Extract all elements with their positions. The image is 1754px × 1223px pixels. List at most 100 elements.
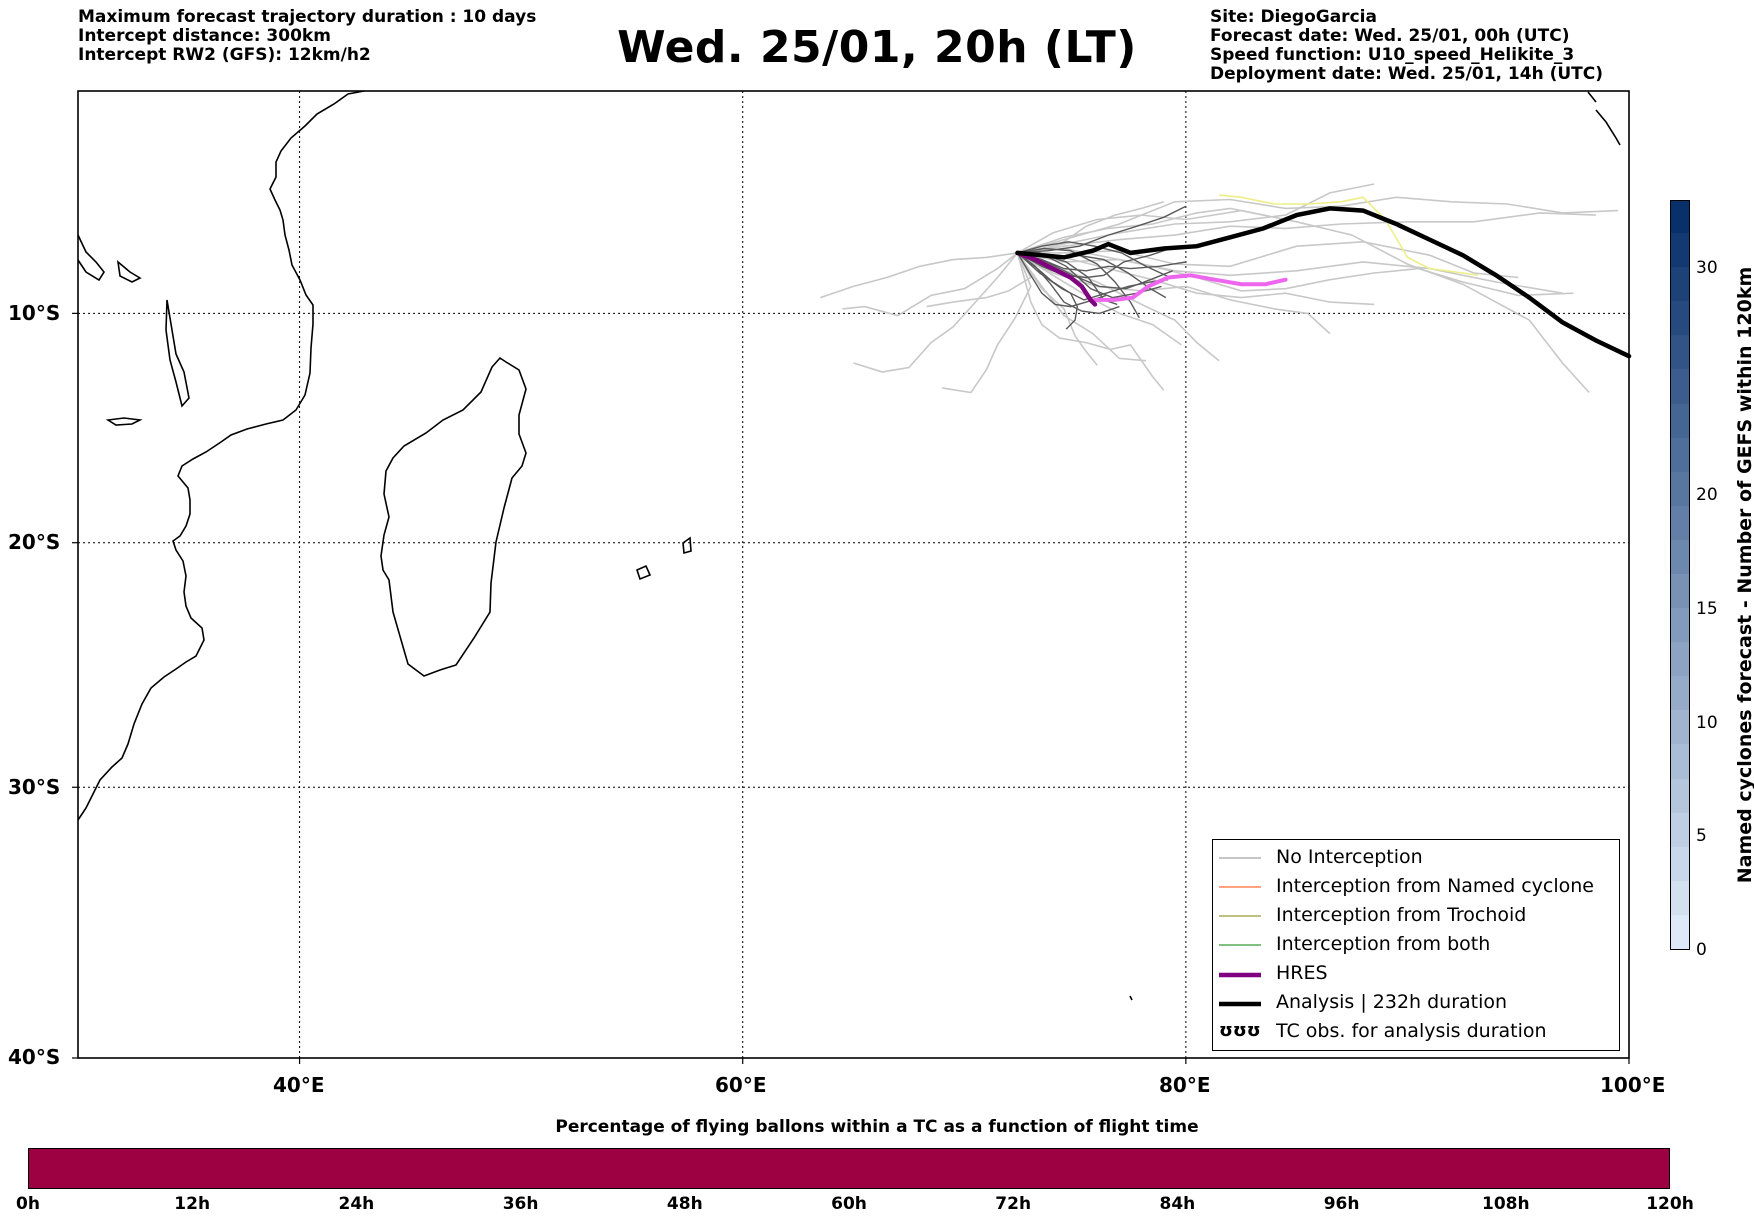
colorbar-band <box>1671 641 1689 677</box>
header-line-site: Site: DiegoGarcia <box>1210 7 1377 27</box>
gefs-track <box>1017 245 1178 279</box>
gefs-tracks-light <box>820 183 1618 394</box>
colorbar-band <box>1671 232 1689 268</box>
coast-africa <box>77 90 365 821</box>
colorbar-band <box>1671 504 1689 540</box>
legend-swatch <box>1219 915 1261 917</box>
legend-label: Interception from Named cyclone <box>1276 875 1594 897</box>
flight-time-tick-label: 84h <box>1159 1194 1196 1214</box>
legend-item-analysis: Analysis | 232h duration <box>1213 989 1619 1015</box>
coast-india-tip <box>1587 91 1597 103</box>
colorbar-band <box>1671 607 1689 643</box>
colorbar-band <box>1671 402 1689 438</box>
legend-item-named-cyclone: Interception from Named cyclone <box>1213 873 1619 899</box>
coast-arabia <box>77 234 105 282</box>
legend-swatch <box>1219 857 1261 859</box>
coast-madagascar <box>380 356 527 677</box>
gefs-track <box>853 252 1019 373</box>
flight-time-tick-label: 24h <box>338 1194 375 1214</box>
gefs-track <box>1016 252 1165 391</box>
lon-label-80e: 80°E <box>1159 1073 1211 1097</box>
colorbar-band <box>1671 845 1689 881</box>
legend-item-tc-obs: ʊʊʊ TC obs. for analysis duration <box>1213 1018 1619 1044</box>
colorbar-band <box>1671 436 1689 472</box>
progress-bar-title: Percentage of flying ballons within a TC… <box>555 1117 1199 1137</box>
gefs-track <box>1017 252 1173 290</box>
lon-label-100e: 100°E <box>1600 1073 1666 1097</box>
coast-horn <box>116 260 142 283</box>
colorbar-tick-label: 5 <box>1696 826 1707 847</box>
colorbar-band <box>1671 300 1689 336</box>
legend-label: Interception from Trochoid <box>1276 904 1527 926</box>
colorbar-band <box>1671 368 1689 404</box>
lon-label-60e: 60°E <box>715 1073 767 1097</box>
colorbar-band <box>1671 879 1689 915</box>
gefs-track <box>1017 207 1264 254</box>
gefs-track <box>1017 212 1596 254</box>
flight-time-tick-label: 36h <box>502 1194 539 1214</box>
colorbar-band <box>1671 913 1689 949</box>
flight-time-tick-label: 108h <box>1482 1194 1530 1214</box>
legend-label: No Interception <box>1276 846 1423 868</box>
colorbar-band <box>1671 811 1689 847</box>
header-line-deployment: Deployment date: Wed. 25/01, 14h (UTC) <box>1210 64 1604 84</box>
legend-label: HRES <box>1276 962 1328 984</box>
legend-swatch <box>1219 1001 1261 1007</box>
analysis-track <box>1015 206 1632 359</box>
gefs-track <box>1017 252 1375 306</box>
axis-ticks <box>72 312 1630 1064</box>
colorbar-tick-label: 10 <box>1696 712 1718 733</box>
gefs-track <box>1017 196 1618 254</box>
gefs-track <box>1016 252 1147 362</box>
colorbar-band <box>1671 675 1689 711</box>
header-line-intercept: Intercept RW2 (GFS): 12km/h2 <box>78 45 371 65</box>
lat-label-10s: 10°S <box>8 301 61 325</box>
legend-swatch <box>1219 886 1261 888</box>
colorbar-tick-label: 30 <box>1696 258 1718 279</box>
colorbar-tick-label: 20 <box>1696 485 1718 506</box>
yellow-track <box>1219 194 1479 277</box>
header-line-speed: Speed function: U10_speed_Helikite_3 <box>1210 45 1575 65</box>
gefs-track <box>1016 252 1107 308</box>
map-title: Wed. 25/01, 20h (LT) <box>617 22 1137 73</box>
hres-extended-track <box>1093 273 1288 302</box>
gefs-track <box>1016 252 1098 366</box>
gefs-track <box>926 252 1032 308</box>
legend-label: Analysis | 232h duration <box>1276 991 1508 1013</box>
colorbar-band <box>1671 334 1689 370</box>
colorbar-band <box>1671 777 1689 813</box>
flight-time-tick-label: 48h <box>666 1194 703 1214</box>
legend-swatch <box>1219 972 1261 978</box>
island-small-b <box>1129 995 1133 1001</box>
colorbar-band <box>1671 743 1689 779</box>
gefs-track <box>1017 247 1574 297</box>
legend-label: Interception from both <box>1276 933 1491 955</box>
island-reunion <box>636 564 652 581</box>
colorbar-band <box>1671 201 1689 234</box>
legend-item-both: Interception from both <box>1213 931 1619 957</box>
header-line-distance: Intercept distance: 300km <box>78 26 331 46</box>
lat-label-20s: 20°S <box>8 530 61 554</box>
gefs-track <box>1017 252 1120 315</box>
flight-time-tick-label: 60h <box>831 1194 867 1214</box>
flight-time-tick-label: 12h <box>174 1194 211 1214</box>
gefs-track <box>1017 209 1590 394</box>
legend-item-trochoid: Interception from Trochoid <box>1213 902 1619 928</box>
lat-label-40s: 40°S <box>8 1045 61 1069</box>
flight-time-tick-label: 72h <box>995 1194 1032 1214</box>
colorbar-band <box>1671 573 1689 609</box>
gefs-track <box>941 252 1032 394</box>
flight-time-bar <box>28 1148 1670 1189</box>
legend-item-hres: HRES <box>1213 960 1619 986</box>
gefs-track <box>842 252 1018 317</box>
coast-sri-lanka <box>1595 109 1621 146</box>
legend-label: TC obs. for analysis duration <box>1276 1020 1547 1042</box>
colorbar-band <box>1671 538 1689 574</box>
gefs-track <box>820 252 1018 299</box>
header-line-duration: Maximum forecast trajectory duration : 1… <box>78 7 537 27</box>
tc-obs-icon: ʊʊʊ <box>1219 1020 1261 1041</box>
hres-track <box>1015 250 1098 307</box>
colorbar-band <box>1671 470 1689 506</box>
lon-label-40e: 40°E <box>273 1073 325 1097</box>
map-frame <box>77 90 1630 1059</box>
